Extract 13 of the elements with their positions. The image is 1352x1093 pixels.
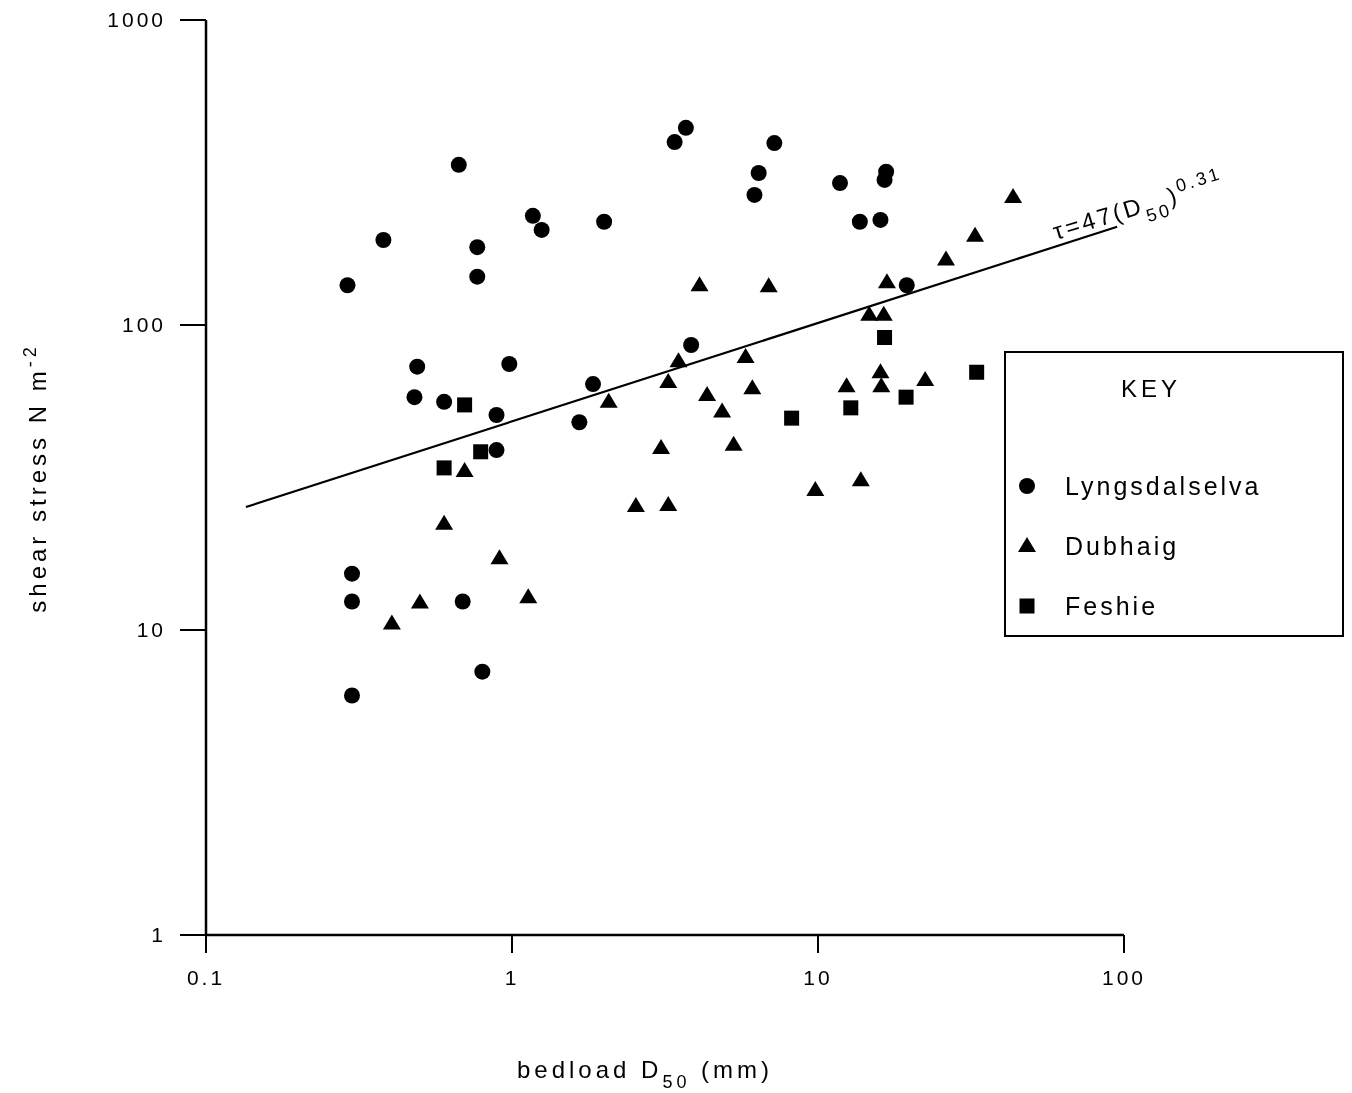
y-tick-label: 10: [136, 618, 166, 642]
legend-label: Feshie: [1065, 591, 1159, 620]
x-axis-title: bedload D$_{50}$ (mm): [516, 1056, 774, 1092]
y-tick-label: 1000: [107, 8, 166, 32]
x-tick-label: 10: [803, 966, 833, 989]
x-tick-label: 100: [1101, 966, 1147, 989]
y-tick-label: 100: [121, 313, 166, 337]
x-tick-label: 1: [504, 966, 520, 989]
y-tick-label: 1: [151, 923, 166, 947]
legend-label: Dubhaig: [1065, 531, 1180, 560]
x-tick-label: 0.1: [186, 966, 226, 989]
legend-label: Lyngsdalselva: [1065, 471, 1262, 500]
legend-title: KEY: [1120, 375, 1182, 402]
